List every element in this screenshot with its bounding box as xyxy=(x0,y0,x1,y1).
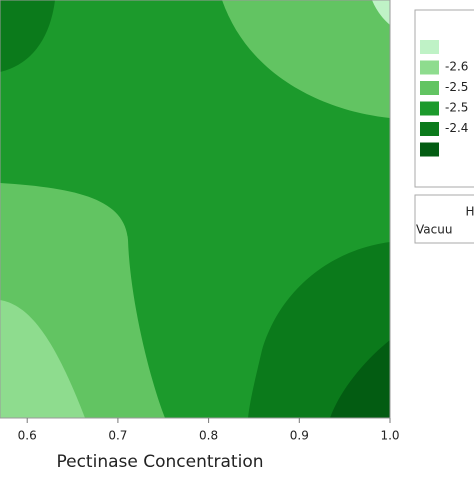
legend2-line: Vacuu xyxy=(416,223,452,237)
legend-swatch xyxy=(420,142,439,157)
legend-box-2 xyxy=(414,194,474,244)
legend-label: -2.4 xyxy=(445,121,468,135)
legend-swatch xyxy=(420,40,439,54)
contour-regions xyxy=(0,0,390,418)
x-axis-label: Pectinase Concentration xyxy=(56,452,263,472)
region xyxy=(0,0,55,72)
legend-label: -2.5 xyxy=(445,80,468,94)
legend-label: -2.5 xyxy=(445,101,468,115)
legend-swatch xyxy=(420,101,439,116)
x-tick-label: 0.9 xyxy=(290,429,309,443)
x-tick-label: 0.6 xyxy=(18,429,37,443)
legend-swatch xyxy=(420,122,439,136)
region xyxy=(330,340,390,418)
legend-box xyxy=(414,9,474,188)
region xyxy=(372,0,390,25)
legend-swatch xyxy=(420,81,439,95)
region xyxy=(248,242,390,418)
legend-swatch xyxy=(420,60,439,75)
x-tick-label: 0.7 xyxy=(108,429,127,443)
plot-frame xyxy=(0,0,391,419)
x-tick-label: 1.0 xyxy=(380,429,399,443)
region xyxy=(222,0,390,118)
x-tick-label: 0.8 xyxy=(199,429,218,443)
legend2-line: H xyxy=(465,205,474,219)
legend-label: -2.6 xyxy=(445,60,468,74)
region xyxy=(0,300,85,418)
